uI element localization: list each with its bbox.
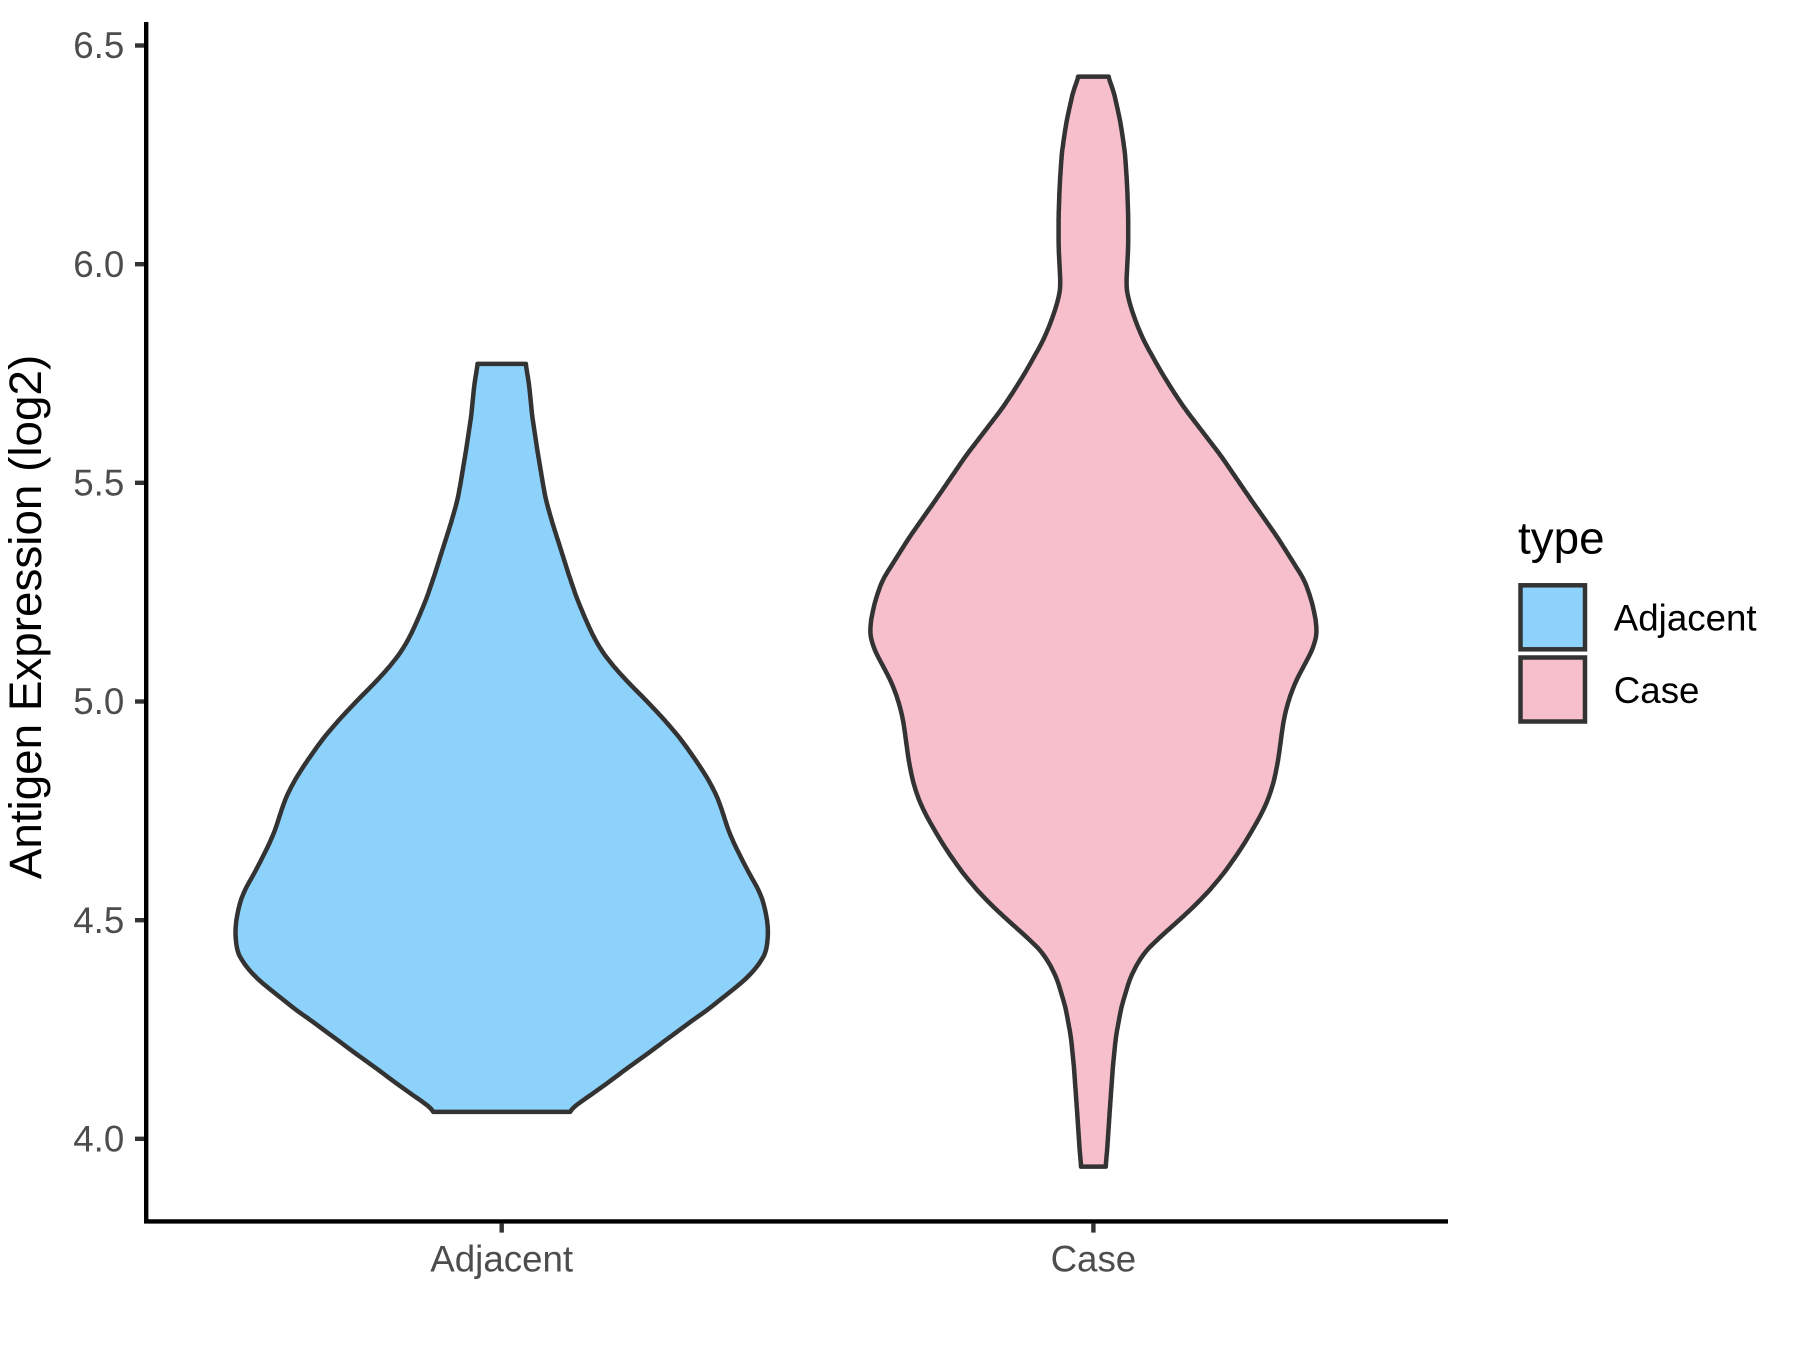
svg-text:5.0: 5.0 bbox=[73, 681, 124, 722]
svg-text:Antigen Expression (log2): Antigen Expression (log2) bbox=[0, 355, 51, 879]
svg-text:Case: Case bbox=[1051, 1239, 1137, 1280]
svg-text:Case: Case bbox=[1614, 670, 1700, 711]
svg-text:6.5: 6.5 bbox=[73, 25, 124, 66]
svg-text:5.5: 5.5 bbox=[73, 462, 124, 503]
svg-text:Adjacent: Adjacent bbox=[430, 1239, 573, 1280]
svg-text:4.0: 4.0 bbox=[73, 1118, 124, 1159]
svg-text:6.0: 6.0 bbox=[73, 244, 124, 285]
svg-text:type: type bbox=[1518, 513, 1605, 564]
svg-text:4.5: 4.5 bbox=[73, 900, 124, 941]
svg-text:Adjacent: Adjacent bbox=[1614, 598, 1757, 639]
